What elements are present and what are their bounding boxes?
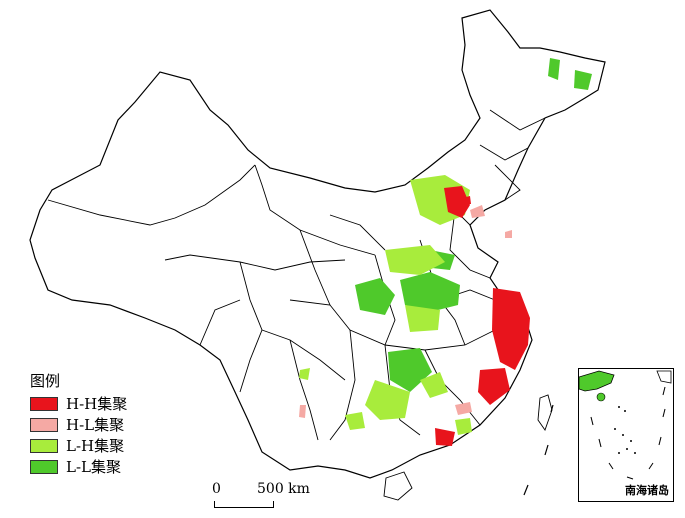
inset-coast-east xyxy=(656,370,672,384)
inset-label: 南海诸岛 xyxy=(625,484,669,497)
scale-start: 0 xyxy=(212,481,221,497)
legend-label: H-L集聚 xyxy=(66,416,125,434)
legend-item-lh: L-H集聚 xyxy=(30,435,127,456)
ll-swatch xyxy=(30,459,58,474)
hl-swatch xyxy=(30,417,58,432)
scale-bar-line xyxy=(214,501,274,508)
hh-swatch xyxy=(30,396,58,411)
hh-cluster-regions xyxy=(386,186,530,494)
legend: 图例 H-H集聚 H-L集聚 L-H集聚 L-L集聚 xyxy=(30,372,127,477)
legend-title: 图例 xyxy=(30,372,61,390)
china-outline xyxy=(29,9,606,479)
hl-cluster-regions xyxy=(299,205,512,418)
legend-item-hl: H-L集聚 xyxy=(30,414,127,435)
lh-swatch xyxy=(30,438,58,453)
legend-item-ll: L-L集聚 xyxy=(30,456,127,477)
coastal-islands xyxy=(383,394,553,501)
inset-coast xyxy=(578,370,615,392)
inset-map xyxy=(578,370,672,480)
legend-label: H-H集聚 xyxy=(66,395,128,413)
sea-dashes xyxy=(523,404,554,496)
scale-end: 500 km xyxy=(257,481,310,497)
south-china-sea-inset: 南海诸岛 xyxy=(578,368,674,502)
legend-item-hh: H-H集聚 xyxy=(30,393,127,414)
legend-label: L-H集聚 xyxy=(66,437,125,455)
legend-label: L-L集聚 xyxy=(66,458,121,476)
